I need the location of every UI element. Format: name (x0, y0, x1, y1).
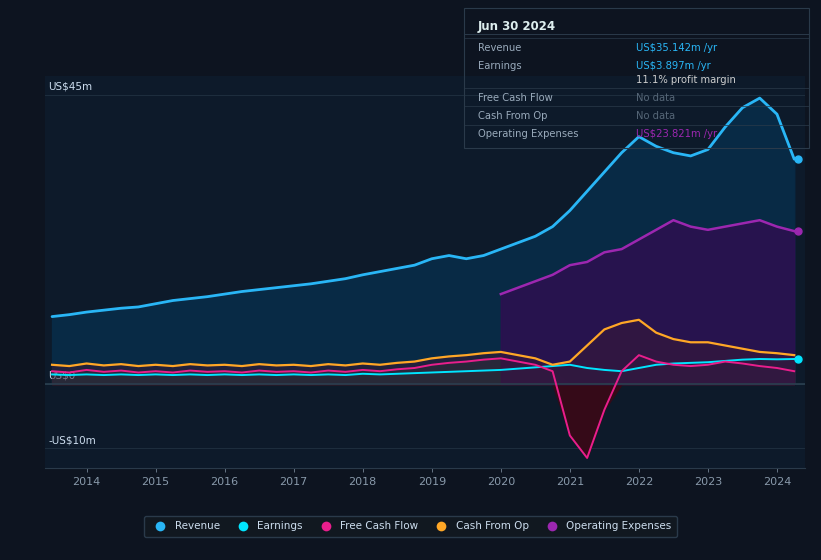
Text: US$0: US$0 (48, 371, 76, 381)
Text: Operating Expenses: Operating Expenses (478, 129, 578, 139)
Text: Free Cash Flow: Free Cash Flow (478, 93, 553, 103)
Text: US$35.142m /yr: US$35.142m /yr (636, 43, 718, 53)
Text: US$3.897m /yr: US$3.897m /yr (636, 61, 711, 71)
Text: US$23.821m /yr: US$23.821m /yr (636, 129, 718, 139)
Text: Cash From Op: Cash From Op (478, 111, 547, 121)
Text: 11.1% profit margin: 11.1% profit margin (636, 75, 736, 85)
Text: Jun 30 2024: Jun 30 2024 (478, 20, 556, 32)
Text: -US$10m: -US$10m (48, 435, 96, 445)
Text: US$45m: US$45m (48, 82, 93, 92)
Text: Revenue: Revenue (478, 43, 521, 53)
Text: No data: No data (636, 111, 676, 121)
Legend: Revenue, Earnings, Free Cash Flow, Cash From Op, Operating Expenses: Revenue, Earnings, Free Cash Flow, Cash … (144, 516, 677, 536)
Text: Earnings: Earnings (478, 61, 521, 71)
Text: No data: No data (636, 93, 676, 103)
